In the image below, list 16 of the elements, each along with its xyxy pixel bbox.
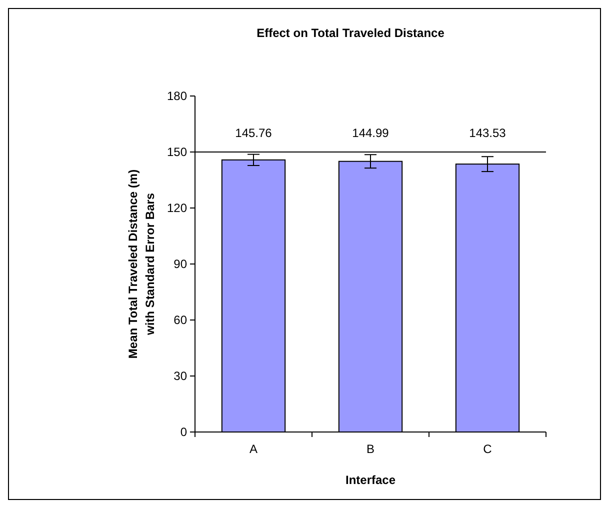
x-tick-label: C bbox=[483, 442, 492, 456]
data-label: 145.76 bbox=[235, 126, 272, 140]
data-label: 144.99 bbox=[352, 126, 390, 140]
x-axis-title: Interface bbox=[345, 473, 396, 487]
y-tick-label: 0 bbox=[180, 425, 188, 440]
x-tick-label: B bbox=[366, 442, 375, 456]
y-tick-label: 150 bbox=[166, 145, 188, 160]
y-tick-label: 30 bbox=[174, 369, 188, 384]
y-tick-label: 60 bbox=[174, 313, 188, 328]
y-tick-label: 180 bbox=[166, 89, 188, 104]
chart-title: Effect on Total Traveled Distance bbox=[256, 26, 445, 40]
y-tick-label: 120 bbox=[166, 201, 188, 216]
data-label: 143.53 bbox=[469, 126, 506, 140]
y-axis-title: Mean Total Traveled Distance (m) with Standard Error Bars bbox=[126, 169, 157, 359]
y-tick-label: 90 bbox=[174, 257, 188, 272]
x-tick-label: A bbox=[249, 442, 258, 456]
